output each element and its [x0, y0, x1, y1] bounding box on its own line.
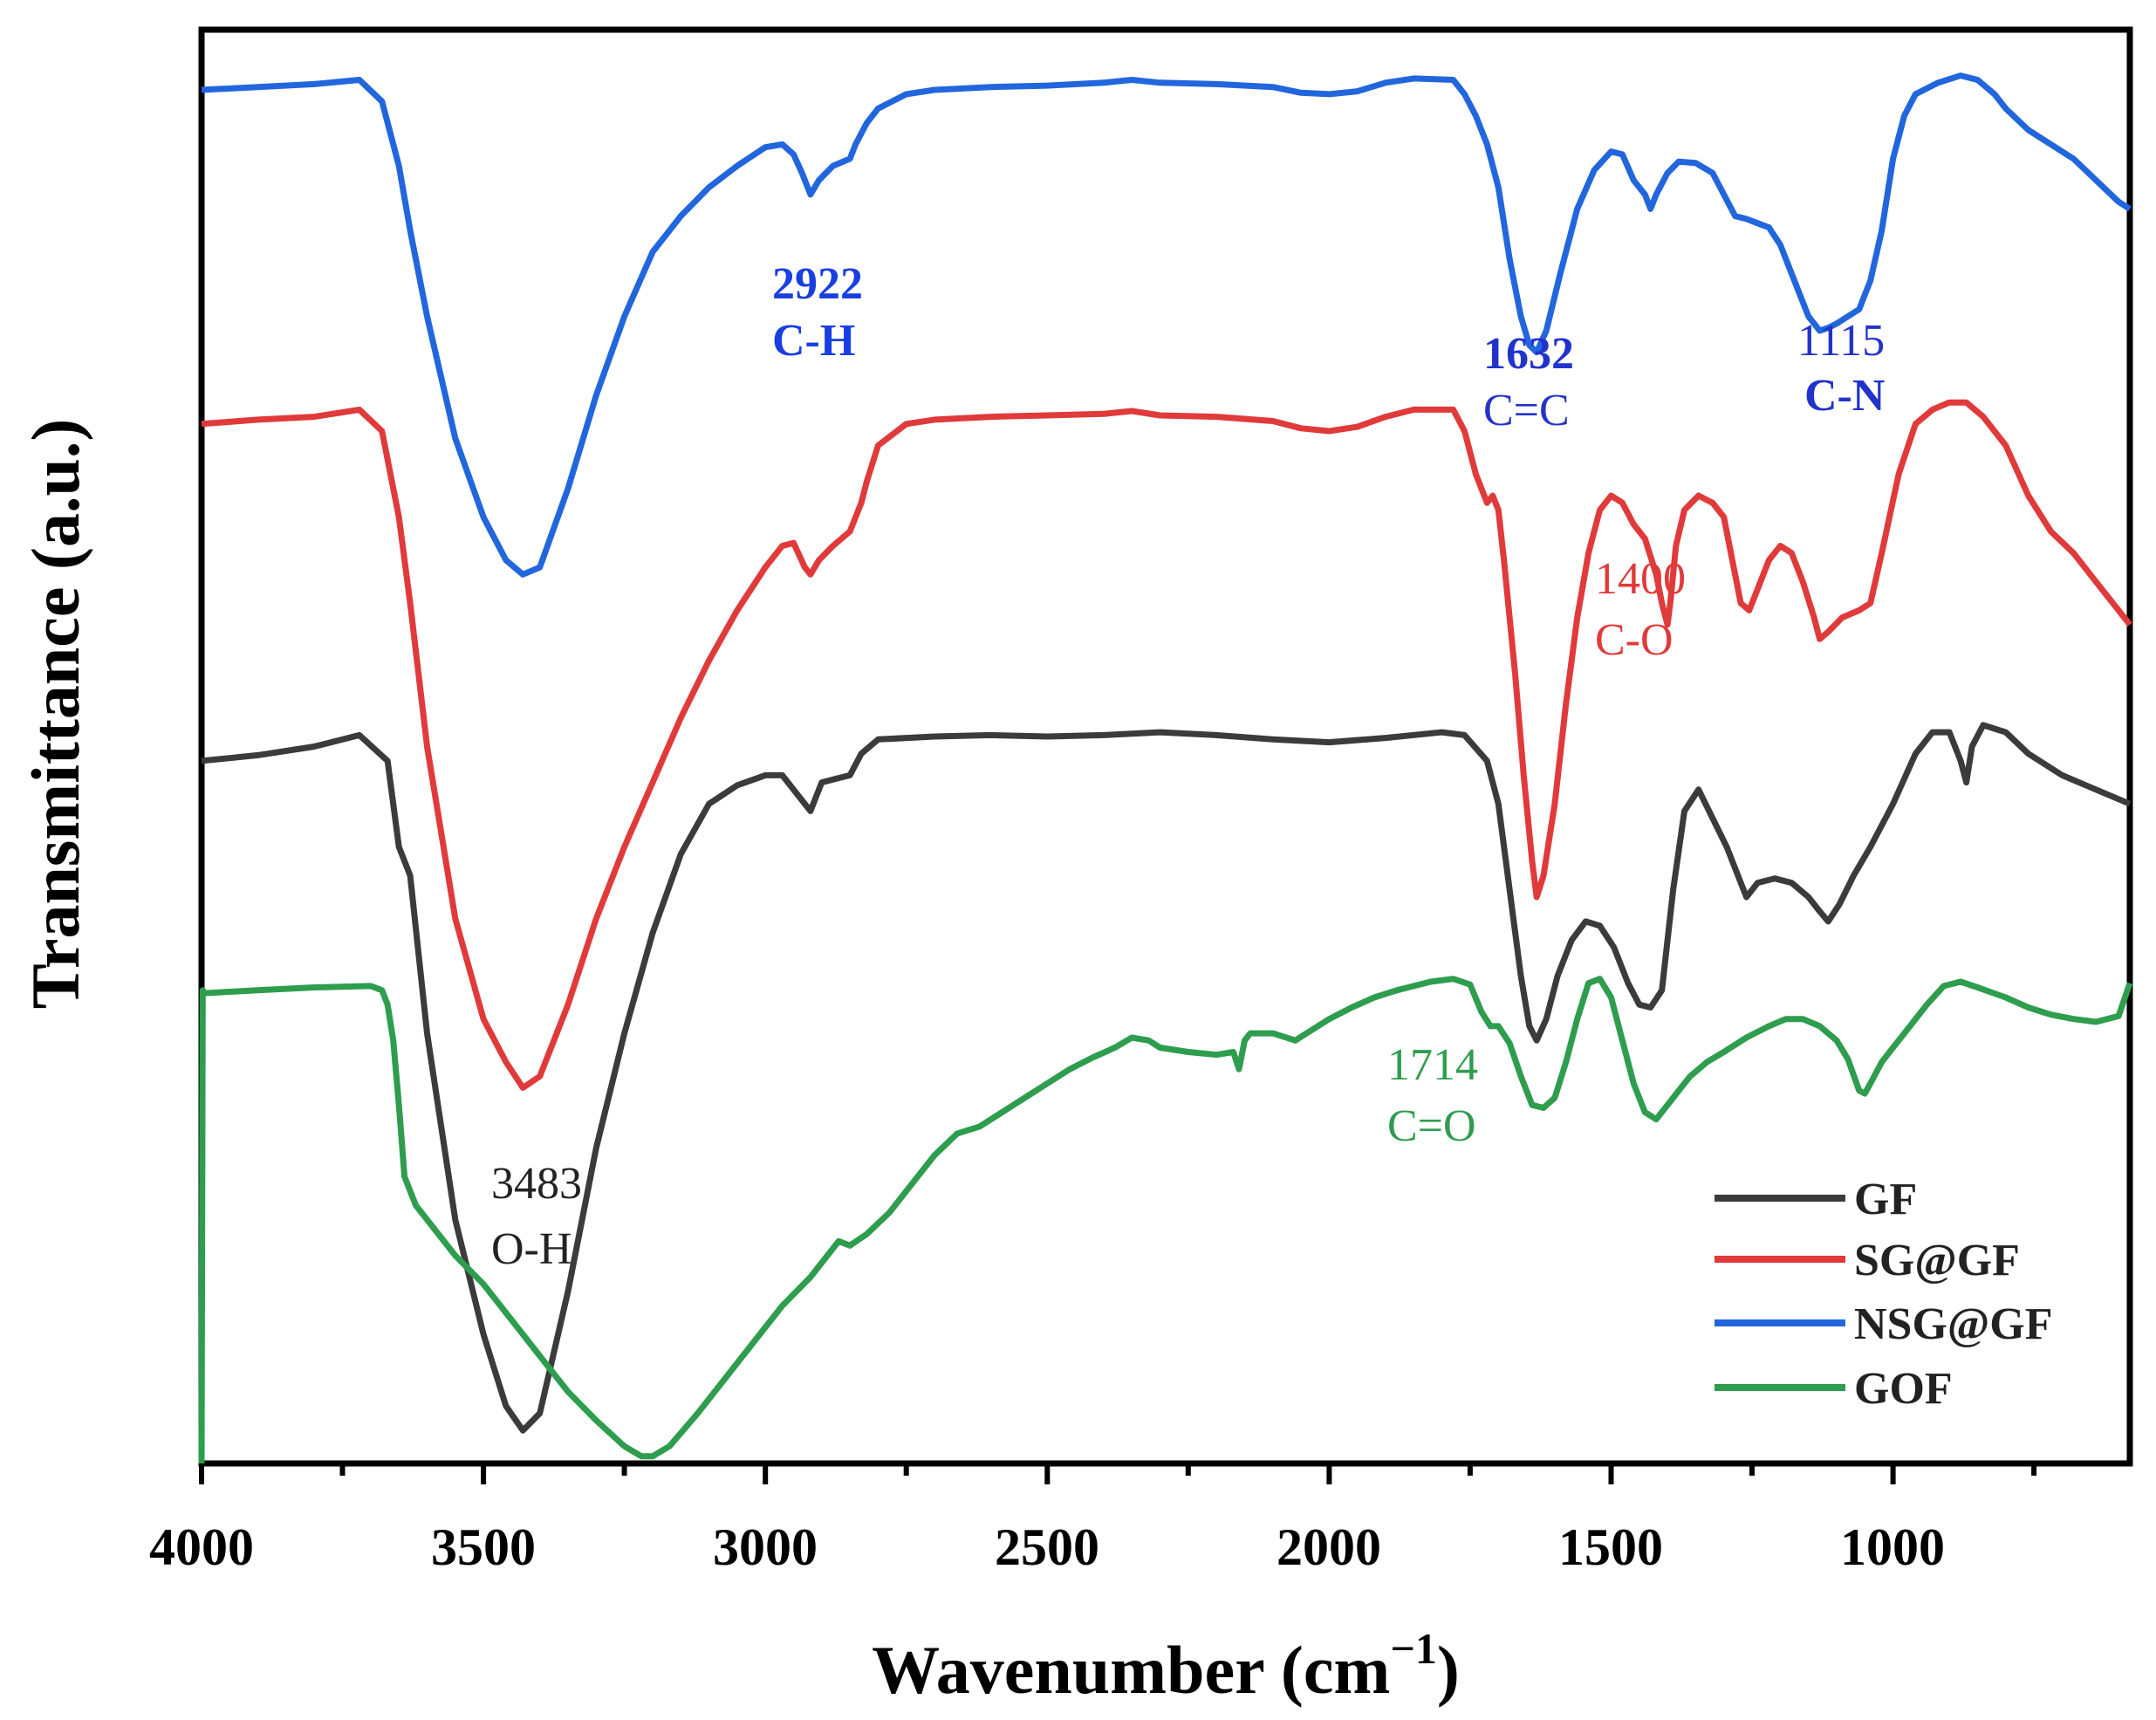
annotation-1400-wavenumber: 1400 [1595, 554, 1686, 604]
x-tick-label-4000: 4000 [149, 1518, 254, 1576]
series-lines [198, 72, 2133, 1464]
x-tick-label-2500: 2500 [995, 1518, 1099, 1576]
x-tick-label-1000: 1000 [1840, 1518, 1945, 1576]
legend-label-gof: GOF [1854, 1364, 1953, 1414]
annotation-2922-wavenumber: 2922 [772, 259, 863, 309]
x-axis-title-superscript: −1 [1390, 1624, 1437, 1673]
legend-label-gf: GF [1854, 1175, 1917, 1224]
series-line-gf [201, 722, 2132, 1434]
x-axis-ticks [199, 1463, 2037, 1484]
annotation-3483-wavenumber: 3483 [491, 1159, 582, 1209]
series-line-nsg-gf [201, 72, 2132, 578]
annotation-3483-bond: O-H [491, 1224, 572, 1274]
plot-frame [198, 26, 2133, 1467]
annotation-1115-wavenumber: 1115 [1797, 316, 1885, 366]
annotation-1632-wavenumber: 1632 [1483, 329, 1574, 379]
legend-label-nsg-gf: NSG@GF [1854, 1299, 2053, 1349]
x-axis-tick-labels: 4000 3500 3000 2500 2000 1500 1000 [149, 1518, 1945, 1576]
annotation-1115-bond: C-N [1804, 371, 1885, 421]
x-axis-title-close: ) [1437, 1632, 1460, 1708]
x-tick-label-1500: 1500 [1558, 1518, 1663, 1576]
x-axis-title-main: Wavenumber (cm [872, 1632, 1390, 1708]
series-line-gof [198, 976, 2133, 1464]
legend: GF SG@GF NSG@GF GOF [1715, 1175, 2053, 1414]
x-tick-label-3000: 3000 [713, 1518, 818, 1576]
annotation-1632-bond: C=C [1483, 386, 1570, 435]
annotation-1400-bond: C-O [1595, 615, 1673, 665]
y-axis-title: Transmittance (a.u.) [17, 419, 93, 1010]
x-tick-label-2000: 2000 [1276, 1518, 1381, 1576]
annotation-2922-bond: C-H [772, 316, 855, 366]
legend-label-sg-gf: SG@GF [1854, 1236, 2020, 1285]
x-tick-label-3500: 3500 [431, 1518, 536, 1576]
peak-annotations: 2922 C-H 1632 C=C 1115 C-N 1400 C-O 3483… [491, 259, 1885, 1274]
annotation-1714-wavenumber: 1714 [1387, 1040, 1478, 1090]
series-line-sg-gf [201, 399, 2132, 1091]
x-axis-title: Wavenumber (cm−1) [872, 1624, 1460, 1708]
annotation-1714-bond: C=O [1387, 1101, 1476, 1151]
